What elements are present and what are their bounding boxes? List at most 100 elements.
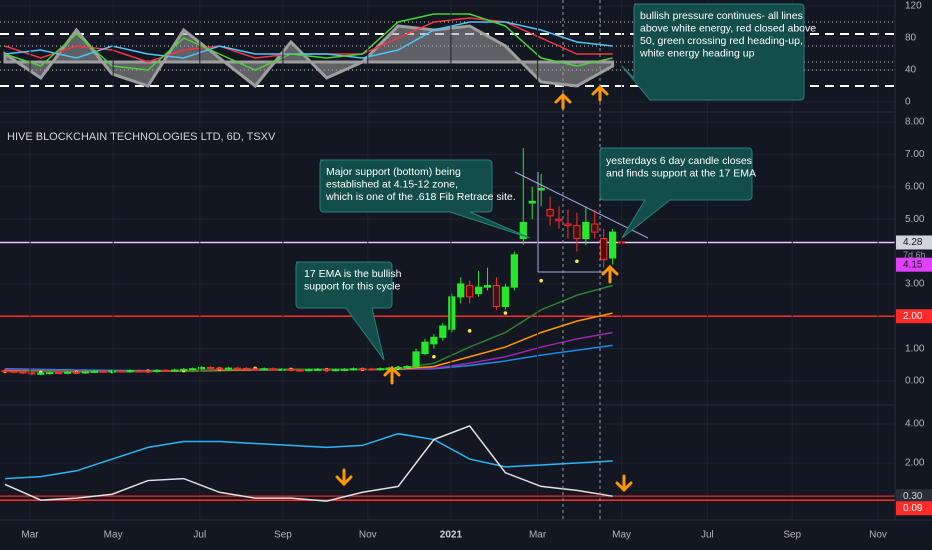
price-label-bg: [896, 257, 932, 272]
trendlines: [514, 171, 649, 273]
callout-text: which is one of the .618 Fib Retrace sit…: [325, 191, 516, 203]
chart-title: HIVE BLOCKCHAIN TECHNOLOGIES LTD, 6D, TS…: [7, 131, 276, 143]
callout-text: 17 EMA is the bullish: [304, 268, 402, 280]
candle-body: [46, 372, 54, 375]
candle-body: [510, 254, 518, 288]
candle-body: [162, 369, 170, 372]
candle-body: [609, 231, 617, 259]
candle-body: [287, 368, 295, 371]
indicator-line: [4, 21, 613, 59]
candle-body: [278, 368, 286, 371]
candle-body: [296, 369, 304, 372]
candle-body: [54, 372, 63, 375]
candle-body: [117, 370, 125, 373]
y-tick-label: 4.00: [905, 419, 925, 430]
up-arrow: [554, 92, 572, 110]
ema-dot: [503, 311, 508, 315]
price-label: 4.28: [903, 237, 923, 248]
candle-body: [81, 371, 90, 374]
candle-body: [466, 285, 474, 298]
price-label-bg: [896, 235, 932, 250]
callout-text: white energy heading up: [639, 47, 755, 59]
x-tick-label: Mar: [21, 530, 39, 541]
candle-body: [37, 372, 45, 375]
callout-text: yesterdays 6 day candle closes: [606, 155, 752, 167]
x-tick-label: Nov: [359, 530, 377, 541]
candle-body: [323, 368, 331, 371]
candle-body: [439, 325, 447, 338]
candle-body: [19, 371, 27, 374]
indicator-line: [4, 13, 613, 71]
y-tick-label: 80: [905, 33, 917, 44]
candle-body: [349, 368, 358, 371]
x-tick-label: Sep: [783, 530, 801, 541]
callout-text: 50, green crossing red heading-up,: [640, 35, 803, 47]
candle-body: [582, 221, 590, 240]
x-tick-label: 2021: [440, 530, 463, 541]
ema-dot: [467, 329, 472, 333]
price-label: 2.00: [903, 311, 923, 322]
candle-body: [591, 223, 599, 233]
candle-body: [457, 283, 465, 298]
y-tick-label: 8.00: [905, 117, 925, 128]
callouts: bullish pressure continues- all linesabo…: [295, 3, 816, 361]
candle-body: [135, 370, 143, 373]
candle-body: [403, 365, 411, 368]
trendline: [514, 171, 649, 239]
candle-body: [251, 368, 259, 371]
y-tick-label: 40: [905, 65, 917, 76]
candle-body: [564, 223, 572, 227]
y-tick-label: 120: [905, 1, 922, 12]
candle-body: [555, 218, 563, 222]
candle-body: [483, 285, 492, 288]
candle-body: [126, 370, 134, 373]
price-label-bg: [896, 501, 932, 516]
x-tick-label: May: [612, 530, 631, 541]
callout-box: [621, 3, 805, 101]
candle-body: [528, 200, 536, 204]
candle-body: [224, 367, 233, 370]
y-tick-label: 0.00: [905, 376, 925, 387]
candle-body: [492, 285, 501, 308]
callout-text: and finds support at the 17 EMA: [606, 167, 756, 179]
callout-box: [319, 159, 531, 239]
callout-box: [599, 147, 753, 239]
x-tick-label: Jul: [701, 530, 714, 541]
price-label-bg: [896, 309, 932, 324]
ema-dot: [432, 354, 436, 359]
candle-body: [99, 370, 107, 373]
candle-body: [474, 286, 483, 295]
candle-body: [340, 368, 349, 371]
candle-body: [171, 369, 179, 372]
candle-body: [153, 369, 161, 372]
callout-text: bullish pressure continues- all lines: [640, 10, 803, 22]
layers: [0, 0, 895, 520]
down-arrow: [615, 474, 633, 493]
candle-body: [573, 225, 581, 240]
candle-body: [260, 368, 268, 371]
candle-body: [72, 371, 81, 374]
price-label-bg: [896, 489, 932, 504]
candle-body: [63, 371, 72, 374]
y-tick-label: 3.00: [905, 279, 925, 290]
callout-box: [295, 261, 393, 361]
candle-body: [242, 367, 250, 370]
candle-body: [430, 336, 438, 345]
x-tick-label: Sep: [274, 530, 292, 541]
candle-body: [331, 369, 340, 372]
candle-body: [90, 370, 98, 373]
y-tick-label: 0: [905, 97, 911, 108]
x-tick-label: May: [104, 530, 123, 541]
down-arrow: [335, 468, 353, 487]
y-tick-label: 2.00: [905, 458, 925, 469]
y-tick-label: 5.00: [905, 214, 925, 225]
candle-body: [519, 221, 527, 240]
candle-body: [376, 368, 384, 371]
candle-body: [412, 351, 420, 367]
candle-body: [421, 341, 429, 355]
x-tick-label: Jul: [193, 530, 206, 541]
callout-text: support for this cycle: [304, 280, 400, 292]
up-arrow: [591, 84, 609, 102]
candle-body: [448, 296, 456, 330]
